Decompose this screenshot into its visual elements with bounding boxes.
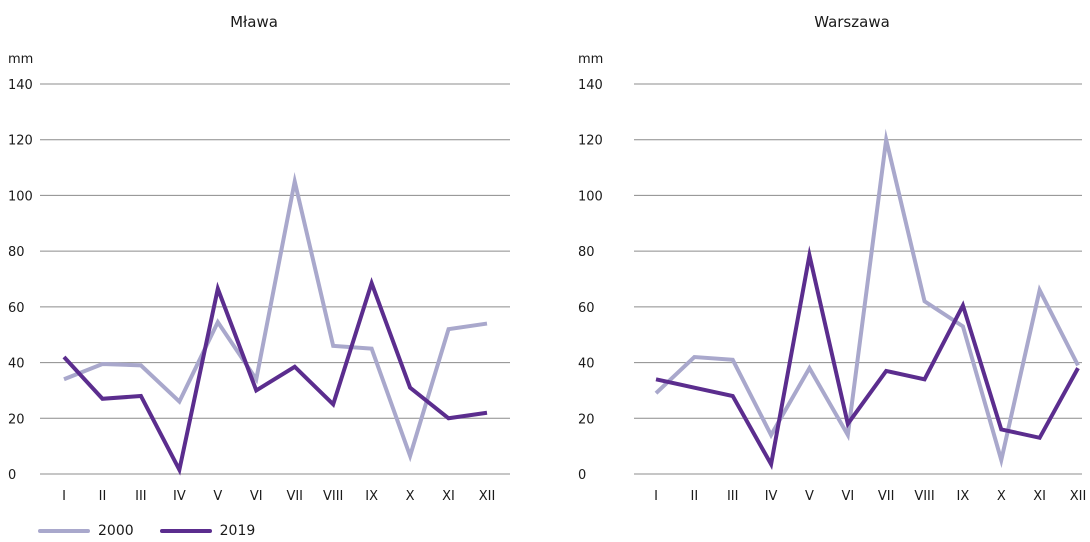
x-tick-label-warszawa: IV bbox=[765, 489, 778, 504]
chart-title-mlawa: Mława bbox=[230, 13, 278, 31]
x-tick-label-mlawa: XI bbox=[442, 489, 455, 504]
legend-swatch-2019 bbox=[159, 529, 212, 533]
x-tick-label-mlawa: III bbox=[135, 489, 147, 504]
x-tick-label-mlawa: X bbox=[406, 489, 415, 504]
x-tick-label-mlawa: V bbox=[213, 489, 222, 504]
x-tick-label-warszawa: I bbox=[654, 489, 658, 504]
chart-mlawa: Mława mm 0 20 40 60 80 100 120 140 I II III IV V VI VII V… bbox=[0, 0, 530, 542]
x-tick-label-warszawa: VI bbox=[841, 489, 854, 504]
y-tick-label-warszawa: 100 bbox=[578, 189, 603, 204]
x-tick-label-warszawa: VII bbox=[878, 489, 895, 504]
x-tick-label-warszawa: III bbox=[727, 489, 739, 504]
y-tick-label-mlawa: 20 bbox=[8, 412, 25, 427]
x-tick-label-warszawa: IX bbox=[957, 489, 970, 504]
x-tick-label-mlawa: VII bbox=[286, 489, 303, 504]
legend-label-2000: 2000 bbox=[98, 523, 134, 539]
legend-label-2019: 2019 bbox=[219, 523, 256, 539]
y-tick-label-mlawa: 0 bbox=[8, 468, 16, 483]
y-tick-label-mlawa: 100 bbox=[8, 189, 33, 204]
y-tick-label-warszawa: 20 bbox=[578, 412, 595, 427]
legend: 2000 2019 bbox=[38, 521, 281, 541]
chart-title-warszawa: Warszawa bbox=[814, 13, 890, 31]
chart-warszawa: Warszawa mm 0 20 40 60 80 100 120 140 I II III IV V VI V… bbox=[570, 0, 1090, 542]
x-tick-label-mlawa: VIII bbox=[323, 489, 343, 504]
y-tick-label-warszawa: 0 bbox=[578, 468, 586, 483]
x-tick-label-warszawa: II bbox=[691, 489, 699, 504]
legend-item-2019: 2019 bbox=[159, 523, 256, 539]
series-line-mlawa-2019 bbox=[62, 277, 488, 476]
legend-swatch-2000 bbox=[38, 529, 90, 533]
x-tick-label-warszawa: XI bbox=[1033, 489, 1046, 504]
y-tick-label-warszawa: 40 bbox=[578, 357, 595, 372]
y-tick-label-warszawa: 80 bbox=[578, 245, 595, 260]
x-tick-label-mlawa: I bbox=[62, 489, 66, 504]
legend-item-2000: 2000 bbox=[38, 523, 134, 539]
x-tick-label-mlawa: IX bbox=[365, 489, 378, 504]
series-line-mlawa-2000 bbox=[63, 171, 488, 463]
y-tick-label-mlawa: 120 bbox=[8, 134, 33, 149]
x-tick-label-warszawa: XII bbox=[1070, 489, 1087, 504]
y-axis-unit-warszawa: mm bbox=[578, 52, 603, 67]
x-tick-label-mlawa: VI bbox=[250, 489, 263, 504]
x-tick-label-warszawa: VIII bbox=[914, 489, 934, 504]
series-line-warszawa-2019 bbox=[655, 245, 1080, 471]
y-tick-label-mlawa: 140 bbox=[8, 78, 33, 93]
x-tick-label-mlawa: II bbox=[99, 489, 107, 504]
x-tick-label-warszawa: V bbox=[805, 489, 814, 504]
series-line-warszawa-2000 bbox=[654, 128, 1080, 469]
y-tick-label-mlawa: 80 bbox=[8, 245, 25, 260]
y-tick-label-warszawa: 120 bbox=[578, 134, 603, 149]
y-tick-label-warszawa: 60 bbox=[578, 301, 595, 316]
x-tick-label-mlawa: IV bbox=[173, 489, 186, 504]
x-tick-label-mlawa: XII bbox=[479, 489, 496, 504]
y-tick-label-mlawa: 40 bbox=[8, 357, 25, 372]
y-tick-label-mlawa: 60 bbox=[8, 301, 25, 316]
x-tick-label-warszawa: X bbox=[997, 489, 1006, 504]
y-axis-unit-mlawa: mm bbox=[8, 52, 33, 67]
y-tick-label-warszawa: 140 bbox=[578, 78, 603, 93]
